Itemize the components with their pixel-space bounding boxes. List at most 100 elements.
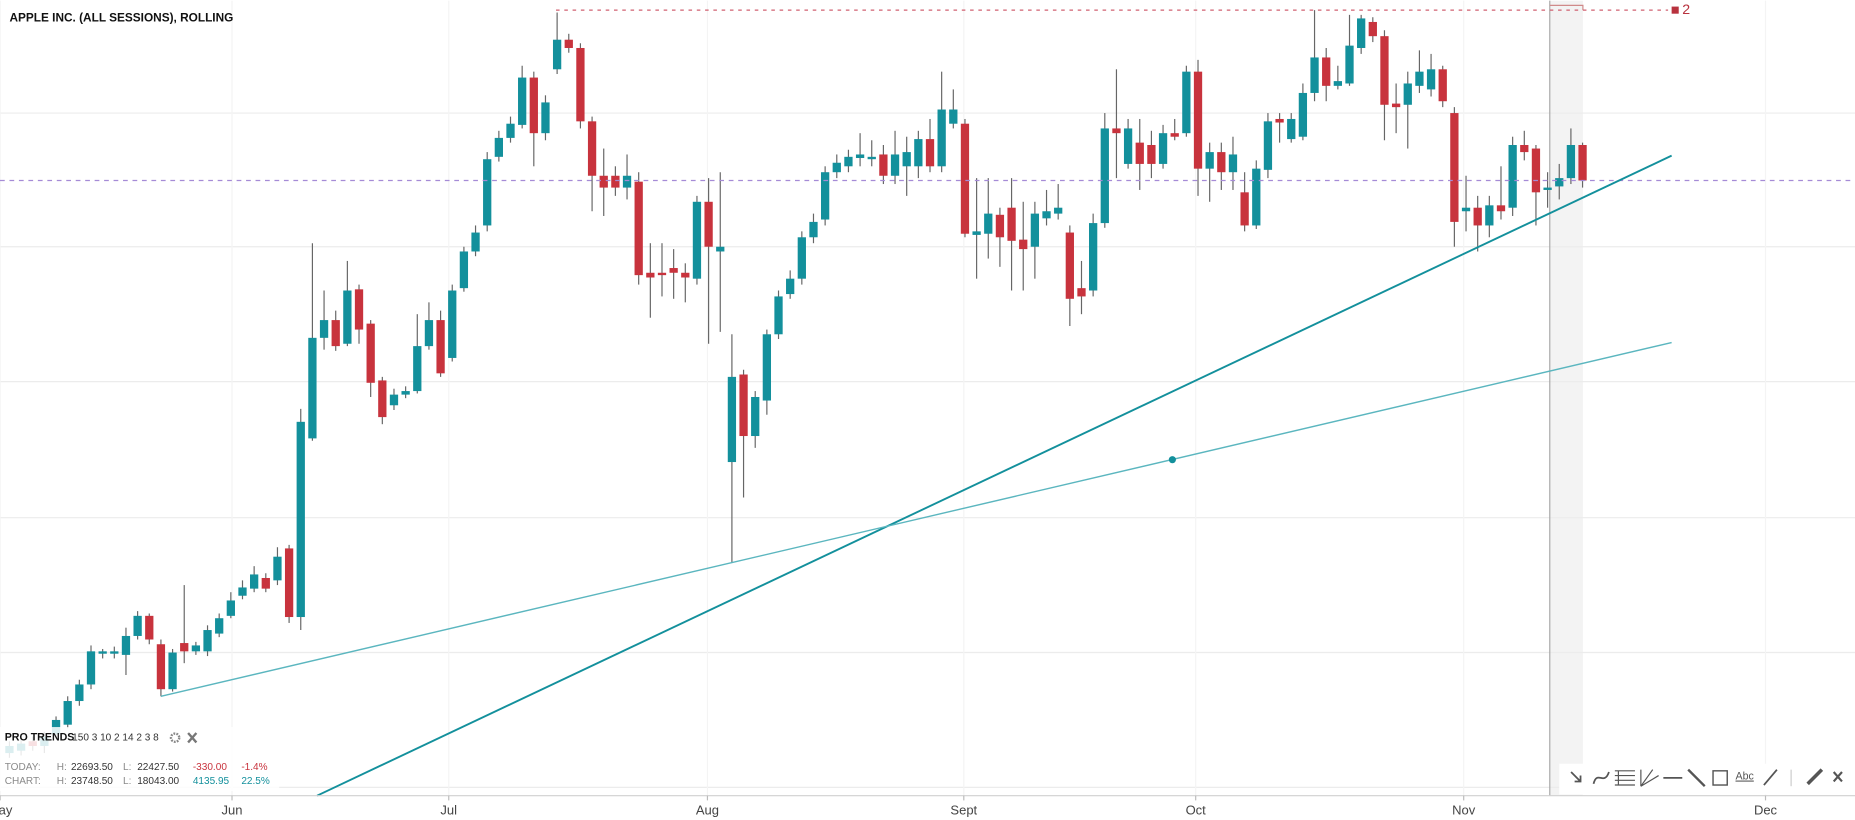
candle-body [634,181,643,276]
candle-body [774,296,783,335]
tool-fan[interactable] [1640,769,1659,787]
close-icon[interactable] [187,732,198,744]
candle-body [1298,92,1308,137]
candle-body [1508,145,1517,208]
candle-body [809,221,818,238]
candle-body [669,268,678,273]
row-pct: -1.4% [241,762,267,773]
candle-body [354,289,364,330]
row-pct: 22.5% [241,776,270,787]
candle-body [250,574,259,589]
candle-body [1415,71,1424,86]
candle-body [879,154,888,176]
candle-body [1473,207,1482,226]
candle-body [238,587,247,596]
trend-handle[interactable] [1168,456,1176,464]
candle-body [366,323,375,383]
candle-body [890,154,900,176]
candle-body [576,47,585,122]
candle-body [1555,178,1564,187]
candle-body [541,102,550,134]
candle-body [63,701,72,725]
candle-body [180,643,189,652]
tool-text[interactable]: Abc [1736,771,1755,783]
candle-body [1391,103,1401,108]
candle-body [121,635,131,655]
candle-body [692,201,702,279]
tool-arrow[interactable] [1570,771,1582,783]
tool-rect[interactable] [1712,770,1728,786]
candle-body [1345,45,1354,84]
trend-line[interactable] [316,154,1673,797]
candle-body [1426,69,1436,90]
candle-body [98,651,107,654]
settings-icon[interactable] [169,732,181,744]
candle-body [1112,128,1121,134]
candle-body [471,232,480,252]
row-l-label: L: [123,762,131,773]
candle-body [1368,21,1377,37]
candle-body [1217,152,1226,173]
row-high: 23748.50 [71,776,113,787]
band-bracket [1549,4,1584,11]
candle-body [657,272,667,276]
row-change: 4135.95 [193,776,230,787]
candle-body [518,77,527,125]
candle-body [1310,57,1319,93]
candle-body [1077,288,1086,297]
candle-body [1520,145,1529,153]
candle-body [483,159,492,226]
candle-body [1030,213,1040,247]
x-tick-label: Jul [440,802,457,817]
panel-params: 150 3 10 2 14 2 3 8 [72,732,159,743]
tool-clear[interactable] [1832,771,1843,783]
chart-title: APPLE INC. (ALL SESSIONS), ROLLING [9,11,233,25]
candle-body [343,290,352,344]
candle-body [1438,69,1447,102]
candle-body [273,556,282,581]
row-label: TODAY: [5,762,41,773]
candle-body [1007,207,1016,241]
candle-body [1578,145,1587,181]
candle-body [331,320,340,347]
trend-line[interactable] [160,341,1672,697]
candle-body [1403,83,1412,105]
candle-body [1566,145,1576,179]
tool-curve[interactable] [1592,771,1610,785]
candle-body [1450,113,1459,222]
candle-body [319,320,329,338]
candle-body [145,615,154,640]
candle-body [308,337,317,439]
row-h-label: H: [57,776,67,787]
candle-body [1158,133,1168,164]
candle-body [1065,232,1074,299]
candle-body [1135,142,1144,164]
tool-fib[interactable] [1614,770,1635,786]
row-l-label: L: [123,776,131,787]
row-label: CHART: [5,776,41,787]
candle-body [1054,207,1063,214]
candle-body [203,630,212,652]
candle-body [995,214,1005,238]
tool-segment[interactable] [1687,768,1706,788]
candle-body [1461,207,1471,212]
candle-body [1205,152,1214,169]
candle-body [436,320,445,374]
candle-body [75,684,84,702]
candle-body [459,251,469,289]
candle-body [564,39,573,48]
x-tick-label: May [0,802,13,817]
candle-body [984,213,993,234]
candle-body [727,376,737,463]
candle-body [86,651,96,685]
candle-body [389,394,399,406]
candle-body [1496,205,1506,212]
candle-body [1182,71,1191,134]
candle-body [284,548,294,618]
row-h-label: H: [57,762,67,773]
tool-line[interactable] [1763,769,1778,786]
candle-body [786,278,795,295]
tool-ruler[interactable] [1806,768,1824,786]
